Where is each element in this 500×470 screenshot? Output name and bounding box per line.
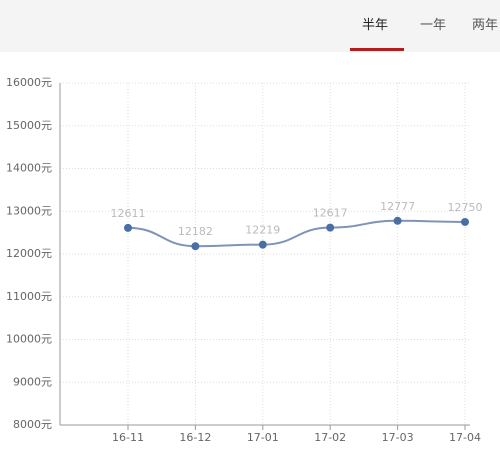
x-tick-label: 17-02 (314, 431, 346, 444)
tab[interactable]: 半年 (362, 18, 389, 33)
y-tick-label: 13000元 (6, 204, 52, 217)
chart: 8000元 9000元 10000元 11000元 12000元 13000元 14000元… (6, 76, 483, 444)
x-tick-label: 16-11 (112, 431, 144, 444)
line (127, 219, 466, 248)
y-tick-label: 12000元 (6, 247, 52, 260)
y-tick-label: 15000元 (6, 119, 52, 132)
y-tick-label: 16000元 (6, 76, 52, 89)
point (191, 242, 200, 251)
y-tick-label: 9000元 (13, 375, 52, 388)
value-label: 12617 (313, 207, 348, 220)
x-tick-label: 17-04 (449, 431, 481, 444)
point (326, 223, 335, 232)
x-tick-label: 16-12 (179, 431, 211, 444)
tab-bar: 半年 一年 两年 (0, 0, 500, 52)
y-tick-label: 10000元 (6, 333, 52, 346)
y-tick-label: 11000元 (6, 290, 52, 303)
point (124, 223, 132, 232)
x-tick-label: 17-03 (382, 431, 414, 444)
tab[interactable]: 两年 (472, 18, 499, 33)
active-tab-underline (350, 48, 404, 51)
y-tick-label: 8000元 (13, 418, 52, 431)
value-label: 12750 (448, 201, 483, 214)
point (258, 240, 267, 249)
value-label: 12777 (380, 200, 415, 213)
y-tick-label: 14000元 (6, 162, 52, 175)
x-tick-label: 17-01 (247, 431, 279, 444)
tab[interactable]: 一年 (420, 18, 447, 33)
value-label: 12182 (178, 225, 213, 238)
value-label: 12219 (245, 224, 280, 237)
point (393, 216, 402, 225)
point (461, 217, 469, 226)
value-label: 12611 (111, 207, 146, 220)
